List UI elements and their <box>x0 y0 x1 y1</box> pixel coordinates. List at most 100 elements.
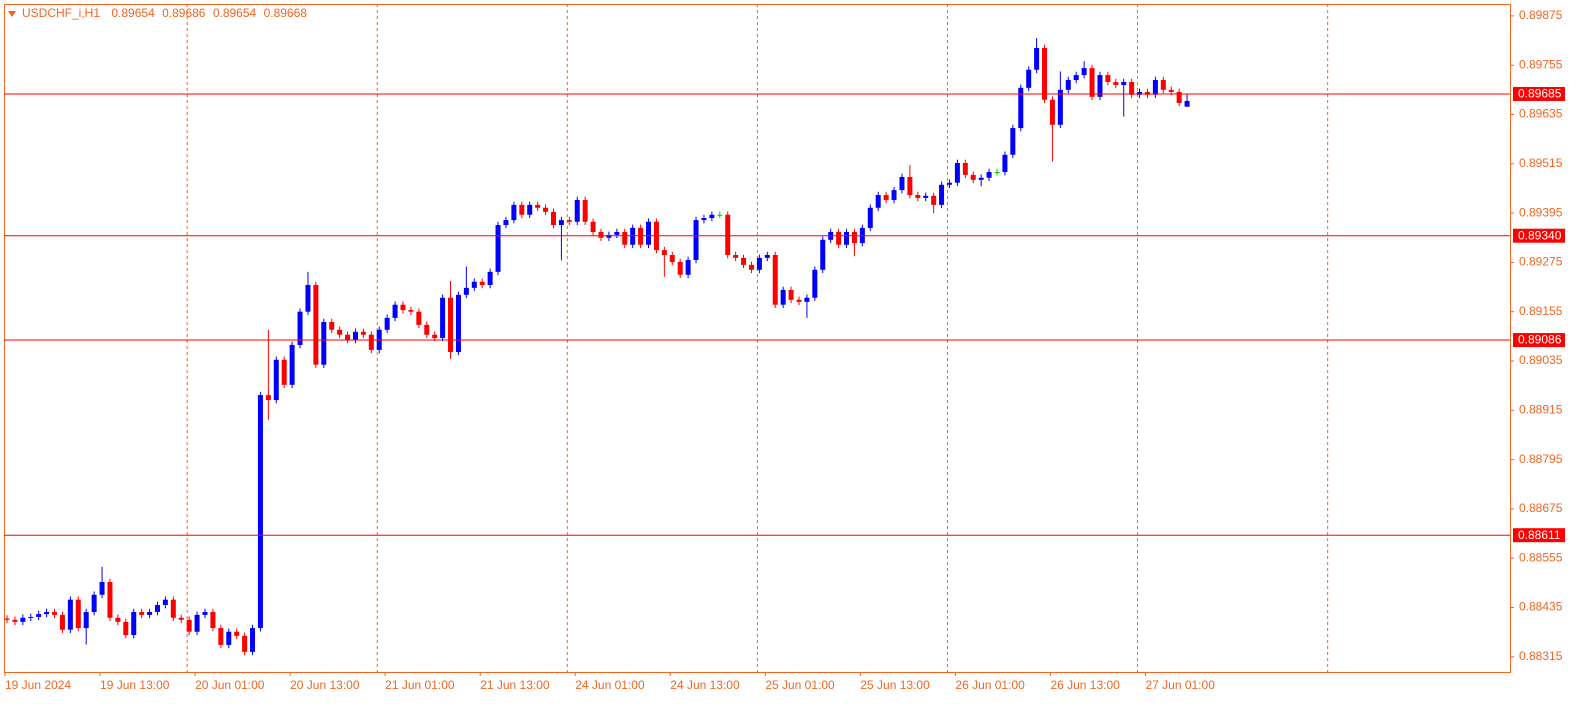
candle-body <box>408 310 414 312</box>
y-tick-label: 0.88315 <box>1519 649 1563 663</box>
candle-body <box>123 621 129 636</box>
candle-body <box>685 259 691 275</box>
header-arrow[interactable] <box>8 11 16 17</box>
candle-body <box>321 321 327 365</box>
candle-body <box>788 289 794 300</box>
candle-body <box>67 599 73 630</box>
candle-body <box>1089 68 1095 97</box>
candle-body <box>756 257 762 270</box>
x-tick-label: 20 Jun 13:00 <box>290 678 360 692</box>
candle-body <box>360 331 366 335</box>
candle-body <box>384 317 390 330</box>
candle-body <box>424 324 430 335</box>
candle-body <box>210 612 216 629</box>
candle-body <box>281 359 287 385</box>
candle-body <box>1081 68 1087 76</box>
y-tick-label: 0.89635 <box>1519 107 1563 121</box>
level-label: 0.88611 <box>1518 528 1561 542</box>
candle-body <box>780 289 786 305</box>
candle-body <box>875 195 881 208</box>
candle-body <box>1002 154 1008 173</box>
y-tick-label: 0.89395 <box>1519 205 1563 219</box>
candle-body <box>329 321 335 330</box>
candle-body <box>661 250 667 256</box>
candle-body <box>527 204 533 215</box>
candle-body <box>598 232 604 238</box>
x-tick-label: 21 Jun 13:00 <box>480 678 550 692</box>
candle-body <box>139 612 145 615</box>
candle-body <box>1018 87 1024 129</box>
candle-body <box>1042 47 1048 100</box>
candle-body <box>907 176 913 196</box>
candle-body <box>75 599 81 629</box>
candle-body <box>36 614 42 617</box>
candle-body <box>1129 82 1135 95</box>
candle-body <box>1097 75 1103 97</box>
candle-body <box>273 359 279 401</box>
candle-body <box>741 257 747 265</box>
candle-body <box>709 214 715 219</box>
candle-body <box>851 232 857 244</box>
candle-body <box>448 297 454 352</box>
candle-body <box>1121 82 1127 85</box>
candle-body <box>242 635 248 652</box>
candle-body <box>463 287 469 295</box>
candle-body <box>638 227 644 245</box>
candle-body <box>392 304 398 318</box>
candle-body <box>218 628 224 645</box>
candle-body <box>368 334 374 350</box>
candle-body <box>162 599 168 606</box>
candle-body <box>1160 80 1166 90</box>
candle-body <box>844 232 850 245</box>
candle-body <box>994 172 1000 174</box>
candle-body <box>939 184 945 205</box>
candle-body <box>154 605 160 613</box>
candle-body <box>99 582 105 595</box>
y-tick-label: 0.89035 <box>1519 353 1563 367</box>
candle-body <box>234 631 240 636</box>
candle-body <box>416 311 422 325</box>
y-tick-label: 0.88435 <box>1519 600 1563 614</box>
candle-body <box>566 220 572 222</box>
candle-body <box>4 618 10 620</box>
candle-body <box>20 617 26 622</box>
candle-body <box>693 220 699 260</box>
candle-body <box>1105 75 1111 83</box>
level-tag <box>1513 228 1565 243</box>
candle-body <box>297 311 303 345</box>
candle-body <box>1168 89 1174 92</box>
x-tick-label: 25 Jun 01:00 <box>765 678 835 692</box>
y-tick-label: 0.89155 <box>1519 304 1563 318</box>
y-tick-label: 0.89755 <box>1519 57 1563 71</box>
candle-body <box>257 395 263 629</box>
candle-body <box>52 612 58 615</box>
candle-body <box>289 344 295 385</box>
candle-body <box>733 255 739 258</box>
y-tick-label: 0.88795 <box>1519 452 1563 466</box>
candle-body <box>606 234 612 238</box>
candle-body <box>519 204 525 215</box>
x-tick-label: 25 Jun 13:00 <box>860 678 930 692</box>
x-tick-label: 19 Jun 2024 <box>5 678 71 692</box>
candle-body <box>226 631 232 645</box>
x-tick-label: 26 Jun 01:00 <box>955 678 1025 692</box>
header-open: 0.89654 <box>111 6 155 20</box>
x-tick-label: 24 Jun 01:00 <box>575 678 645 692</box>
candle-body <box>107 582 113 618</box>
x-tick-label: 20 Jun 01:00 <box>195 678 265 692</box>
y-tick-label: 0.89875 <box>1519 8 1563 22</box>
candle-body <box>812 269 818 298</box>
header: USDCHF_i,H1 0.89654 0.89686 0.89654 0.89… <box>22 6 307 20</box>
candle-body <box>91 594 97 613</box>
candle-body <box>962 162 968 175</box>
candle-body <box>59 614 65 630</box>
candle-body <box>1057 89 1063 125</box>
candle-body <box>1073 75 1079 81</box>
level-label: 0.89086 <box>1518 333 1562 347</box>
candle-body <box>954 162 960 183</box>
candle-body <box>345 334 351 341</box>
candle-body <box>495 225 501 272</box>
x-tick-label: 19 Jun 13:00 <box>100 678 170 692</box>
